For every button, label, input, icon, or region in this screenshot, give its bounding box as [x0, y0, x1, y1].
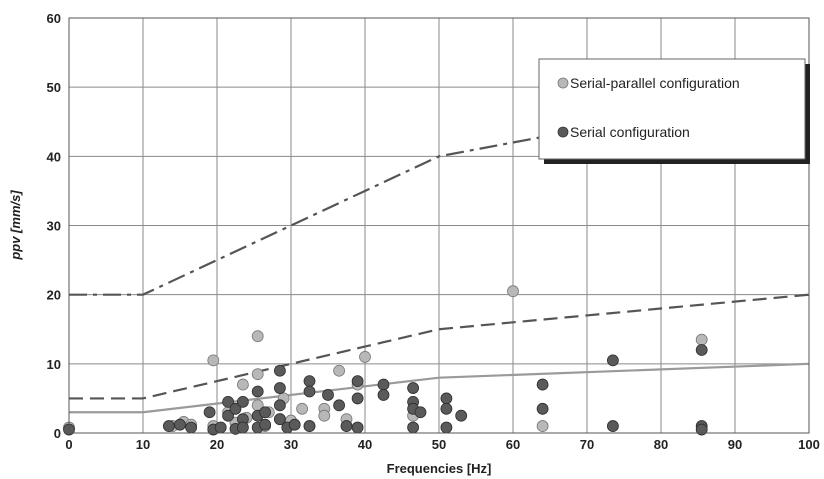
point-serial-parallel [695, 333, 708, 346]
legend-box [538, 58, 806, 160]
point-serial [407, 382, 420, 394]
point-serial [455, 409, 468, 422]
y-tick-label: 60 [47, 11, 61, 26]
tick-labels: 0 10 20 30 40 50 60 70 80 90 100 0 10 20 30 40 50 60 [47, 11, 820, 452]
point-serial [222, 409, 235, 422]
point-serial [377, 378, 390, 391]
point-serial [251, 385, 264, 398]
point-serial [273, 399, 286, 412]
point-serial [414, 406, 427, 419]
y-tick-label: 30 [47, 219, 61, 234]
point-serial [303, 420, 316, 432]
point-serial-parallel [507, 285, 519, 298]
point-serial [303, 375, 316, 388]
y-tick-label: 50 [47, 80, 61, 95]
x-tick-label: 60 [506, 437, 520, 452]
point-serial-parallel [251, 330, 264, 343]
x-tick-label: 50 [432, 437, 446, 452]
point-serial [222, 395, 235, 408]
point-serial [273, 413, 286, 426]
y-axis-title: ppv [mm/s] [8, 190, 23, 261]
point-serial [333, 399, 346, 412]
reference-line-solid [69, 362, 810, 414]
point-serial [273, 364, 286, 377]
point-serial [162, 420, 175, 432]
point-serial [174, 418, 186, 431]
point-serial [440, 392, 453, 405]
point-serial [407, 421, 420, 434]
point-serial-parallel [536, 420, 549, 432]
plot-frame [68, 17, 810, 434]
point-serial [259, 418, 272, 431]
y-tick-label: 0 [54, 426, 61, 441]
point-serial-parallel [333, 364, 346, 377]
y-tick-label: 40 [47, 149, 61, 164]
point-serial [229, 402, 242, 415]
point-serial [351, 375, 364, 388]
x-tick-label: 40 [358, 437, 372, 452]
x-tick-label: 70 [580, 437, 594, 452]
point-serial [303, 385, 316, 398]
point-serial [214, 421, 227, 434]
point-serial [203, 406, 216, 419]
x-tick-label: 80 [654, 437, 668, 452]
point-serial [236, 421, 249, 434]
point-serial-parallel [318, 409, 331, 422]
point-serial-parallel [359, 351, 371, 363]
y-tick-label: 20 [47, 288, 61, 303]
x-tick-label: 100 [798, 437, 820, 452]
point-serial-parallel [251, 368, 264, 381]
point-serial [259, 406, 272, 419]
point-serial [322, 389, 334, 401]
x-tick-label: 0 [65, 437, 72, 452]
point-serial [440, 421, 453, 434]
legend-label-serial: Serial configuration [570, 124, 690, 140]
x-tick-label: 90 [728, 437, 742, 452]
point-serial [340, 420, 353, 432]
point-serial [351, 421, 364, 434]
point-serial [377, 389, 390, 401]
x-axis-title: Frequencies [Hz] [387, 461, 492, 476]
legend-marker-serial-parallel [557, 77, 569, 89]
x-tick-label: 20 [210, 437, 224, 452]
legend: Serial-parallel configuration Serial con… [538, 58, 810, 164]
point-serial [236, 395, 249, 408]
point-serial-parallel [207, 354, 220, 367]
point-serial [536, 402, 549, 415]
point-serial [607, 420, 619, 432]
x-tick-label: 30 [284, 437, 298, 452]
point-serial [536, 378, 549, 391]
point-serial-parallel [236, 378, 249, 391]
y-tick-label: 10 [47, 357, 61, 372]
point-serial [185, 421, 198, 434]
point-serial [695, 423, 708, 436]
x-tick-label: 10 [136, 437, 150, 452]
legend-marker-serial [557, 126, 569, 138]
point-serial [273, 382, 286, 394]
point-serial [351, 392, 364, 405]
point-serial [440, 402, 453, 415]
point-serial [607, 354, 619, 367]
legend-label-serial-parallel: Serial-parallel configuration [570, 75, 740, 91]
point-serial [695, 344, 708, 356]
point-serial-parallel [296, 402, 309, 415]
point-serial [288, 418, 301, 431]
